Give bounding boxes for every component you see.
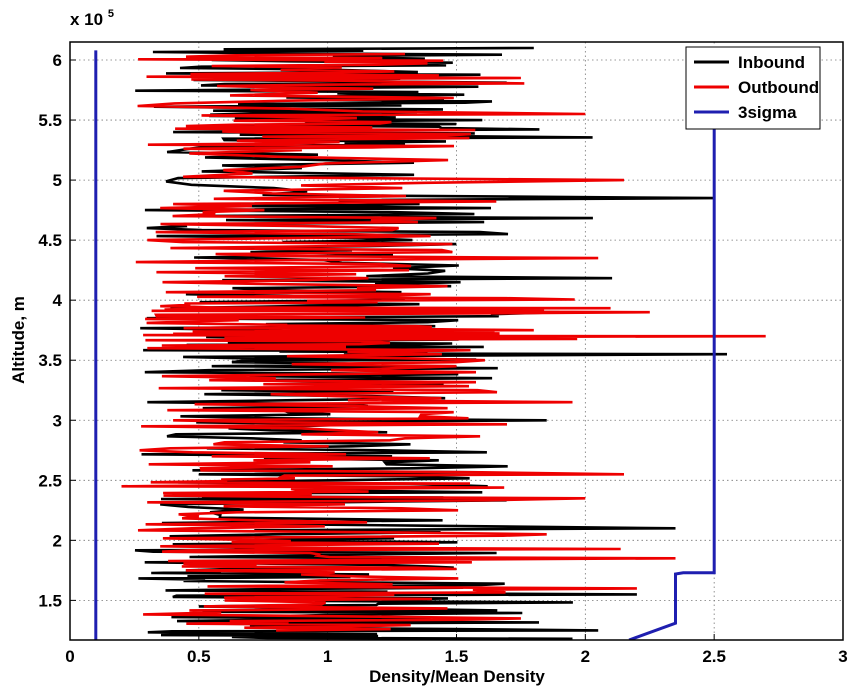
x-tick-label: 1.5 [445, 647, 469, 666]
x-axis-label: Density/Mean Density [369, 667, 545, 686]
x-tick-label: 2 [581, 647, 590, 666]
legend-label-inbound: Inbound [738, 53, 805, 72]
x-tick-label: 2.5 [702, 647, 726, 666]
y-axis-multiplier-base: x 10 [70, 10, 103, 29]
y-tick-label: 5 [53, 171, 62, 190]
y-tick-label: 3.5 [38, 351, 62, 370]
series-line-3sigma-upper [628, 120, 716, 640]
series-line-outbound [121, 52, 766, 632]
x-tick-label: 0.5 [187, 647, 211, 666]
legend-label-outbound: Outbound [738, 78, 819, 97]
ticks: 0 0.5 1 1.5 2 2.5 3 1.5 2 2.5 3 3.5 4 4.5 5 5.5 6 [38, 51, 847, 666]
y-axis-multiplier: x 10 5 [70, 8, 114, 29]
plot-area [94, 46, 766, 640]
y-tick-label: 4 [53, 291, 63, 310]
x-tick-label: 3 [838, 647, 847, 666]
x-tick-label: 0 [65, 647, 74, 666]
y-tick-label: 4.5 [38, 231, 62, 250]
legend-label-3sigma: 3sigma [738, 103, 797, 122]
y-tick-label: 6 [53, 51, 62, 70]
y-axis-multiplier-exponent: 5 [108, 8, 114, 20]
y-tick-label: 5.5 [38, 111, 62, 130]
y-tick-label: 2.5 [38, 471, 62, 490]
x-tick-label: 1 [323, 647, 332, 666]
y-tick-label: 1.5 [38, 591, 62, 610]
y-tick-label: 3 [53, 411, 62, 430]
legend: Inbound Outbound 3sigma [685, 46, 821, 130]
y-axis-label: Altitude, m [9, 296, 28, 384]
y-tick-label: 2 [53, 531, 62, 550]
